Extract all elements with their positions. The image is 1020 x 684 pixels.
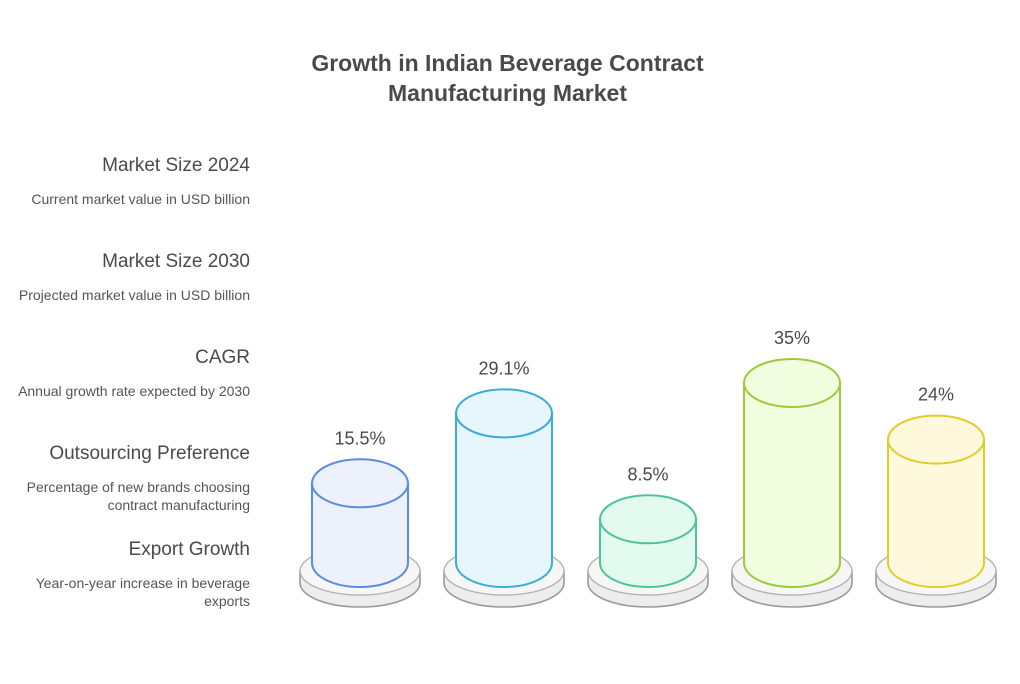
legend-description: Year-on-year increase in beverage export… [35, 575, 250, 609]
legend-label: Outsourcing Preference [49, 443, 250, 464]
legend-label: Market Size 2030 [102, 251, 250, 272]
legend-description: Current market value in USD billion [31, 191, 250, 207]
chart-title: Growth in Indian Beverage Contract Manuf… [0, 48, 1015, 108]
value-label: 35% [774, 328, 810, 348]
bar-top [455, 388, 553, 439]
bar-body [743, 382, 841, 588]
legend-item-market-size-2030: Market Size 2030 Projected market value … [10, 251, 250, 304]
legend-item-export-growth: Export Growth Year-on-year increase in b… [10, 539, 250, 610]
legend-description: Annual growth rate expected by 2030 [18, 383, 250, 399]
bar-top [887, 414, 985, 465]
legend-item-market-size-2024: Market Size 2024 Current market value in… [10, 155, 250, 208]
bar-cylinder: 24% [875, 385, 997, 608]
value-label: 8.5% [627, 464, 668, 484]
legend-item-outsourcing-preference: Outsourcing Preference Percentage of new… [10, 443, 250, 514]
bar-body [887, 438, 985, 588]
bar-cylinder: 8.5% [587, 464, 709, 608]
chart-title-line-2: Manufacturing Market [388, 80, 627, 106]
bar-top [599, 494, 697, 545]
value-label: 24% [918, 385, 954, 405]
bar-body [311, 482, 409, 588]
bar-cylinder: 29.1% [443, 358, 565, 608]
legend-label: Market Size 2024 [102, 155, 250, 176]
legend-description: Percentage of new brands choosing contra… [26, 479, 250, 513]
legend-label: CAGR [195, 347, 250, 368]
bar-body [455, 412, 553, 588]
legend-label: Export Growth [128, 539, 250, 560]
value-label: 29.1% [478, 358, 529, 378]
legend-description: Projected market value in USD billion [18, 287, 250, 303]
legend-item-cagr: CAGR Annual growth rate expected by 2030 [10, 347, 250, 400]
bar-cylinder: 15.5% [299, 428, 421, 608]
category-legend: Market Size 2024 Current market value in… [0, 0, 260, 684]
bar-top [311, 458, 409, 509]
bar-top [743, 358, 841, 408]
chart-title-line-1: Growth in Indian Beverage Contract [311, 50, 704, 76]
value-label: 15.5% [334, 428, 385, 448]
bar-cylinder: 35% [731, 328, 853, 608]
